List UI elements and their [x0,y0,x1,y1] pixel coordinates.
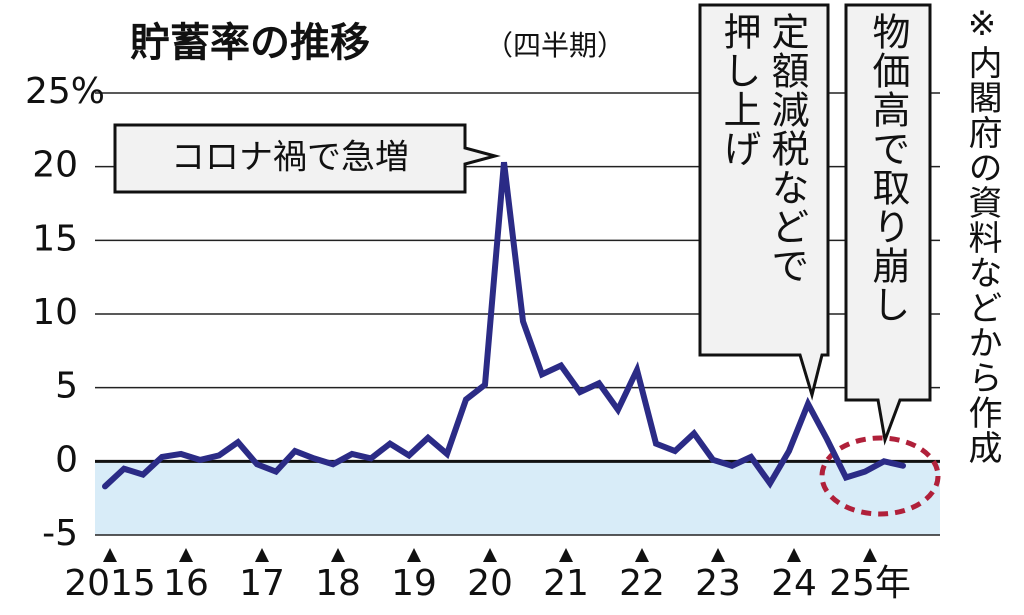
y-tick-label: 25% [25,71,105,112]
x-tick-mark [407,548,421,562]
x-tick-label: 23 [695,563,741,604]
y-tick-label: 10 [32,292,78,333]
annotation: 定額減税などで [765,12,809,285]
x-tick-mark [559,548,573,562]
source-note: ※内閣府の資料などから作成 [962,4,1002,465]
series-line [102,161,906,490]
x-tick-mark [635,548,649,562]
y-tick-label: 5 [55,366,78,407]
x-tick-label: 16 [163,563,209,604]
y-tick-label: 20 [32,145,78,186]
callout-box [844,3,932,446]
x-tick-label: 25年 [829,563,911,604]
x-tick-label: 24 [771,563,817,604]
x-tick-label: 20 [467,563,513,604]
x-tick-label: 18 [315,563,361,604]
x-tick-label: 22 [619,563,665,604]
y-tick-label: 15 [32,218,78,259]
negative-band [95,461,940,535]
annotation: 押し上げ [717,12,761,168]
x-tick-mark [711,548,725,562]
annotation: 物価高で取り崩し [866,12,910,324]
x-tick-mark [179,548,193,562]
x-tick-mark [331,548,345,562]
x-tick-label: 17 [239,563,285,604]
annotation: コロナ禍で急増 [171,138,409,178]
x-tick-mark [787,548,801,562]
callout-box [698,3,830,401]
x-tick-label: 19 [391,563,437,604]
x-tick-mark [863,548,877,562]
y-tick-label: 0 [55,439,78,480]
x-tick-mark [483,548,497,562]
chart-subtitle: （四半期） [485,29,625,62]
x-tick-label: 2015 [64,563,156,604]
background-layer [95,92,940,536]
highlight-ellipse [819,435,941,517]
x-tick-mark [255,548,269,562]
x-tick-mark [103,548,117,562]
callout-box [113,123,501,194]
chart-title: 貯蓄率の推移 [130,20,370,66]
y-tick-label: -5 [42,513,78,554]
x-tick-label: 21 [543,563,589,604]
